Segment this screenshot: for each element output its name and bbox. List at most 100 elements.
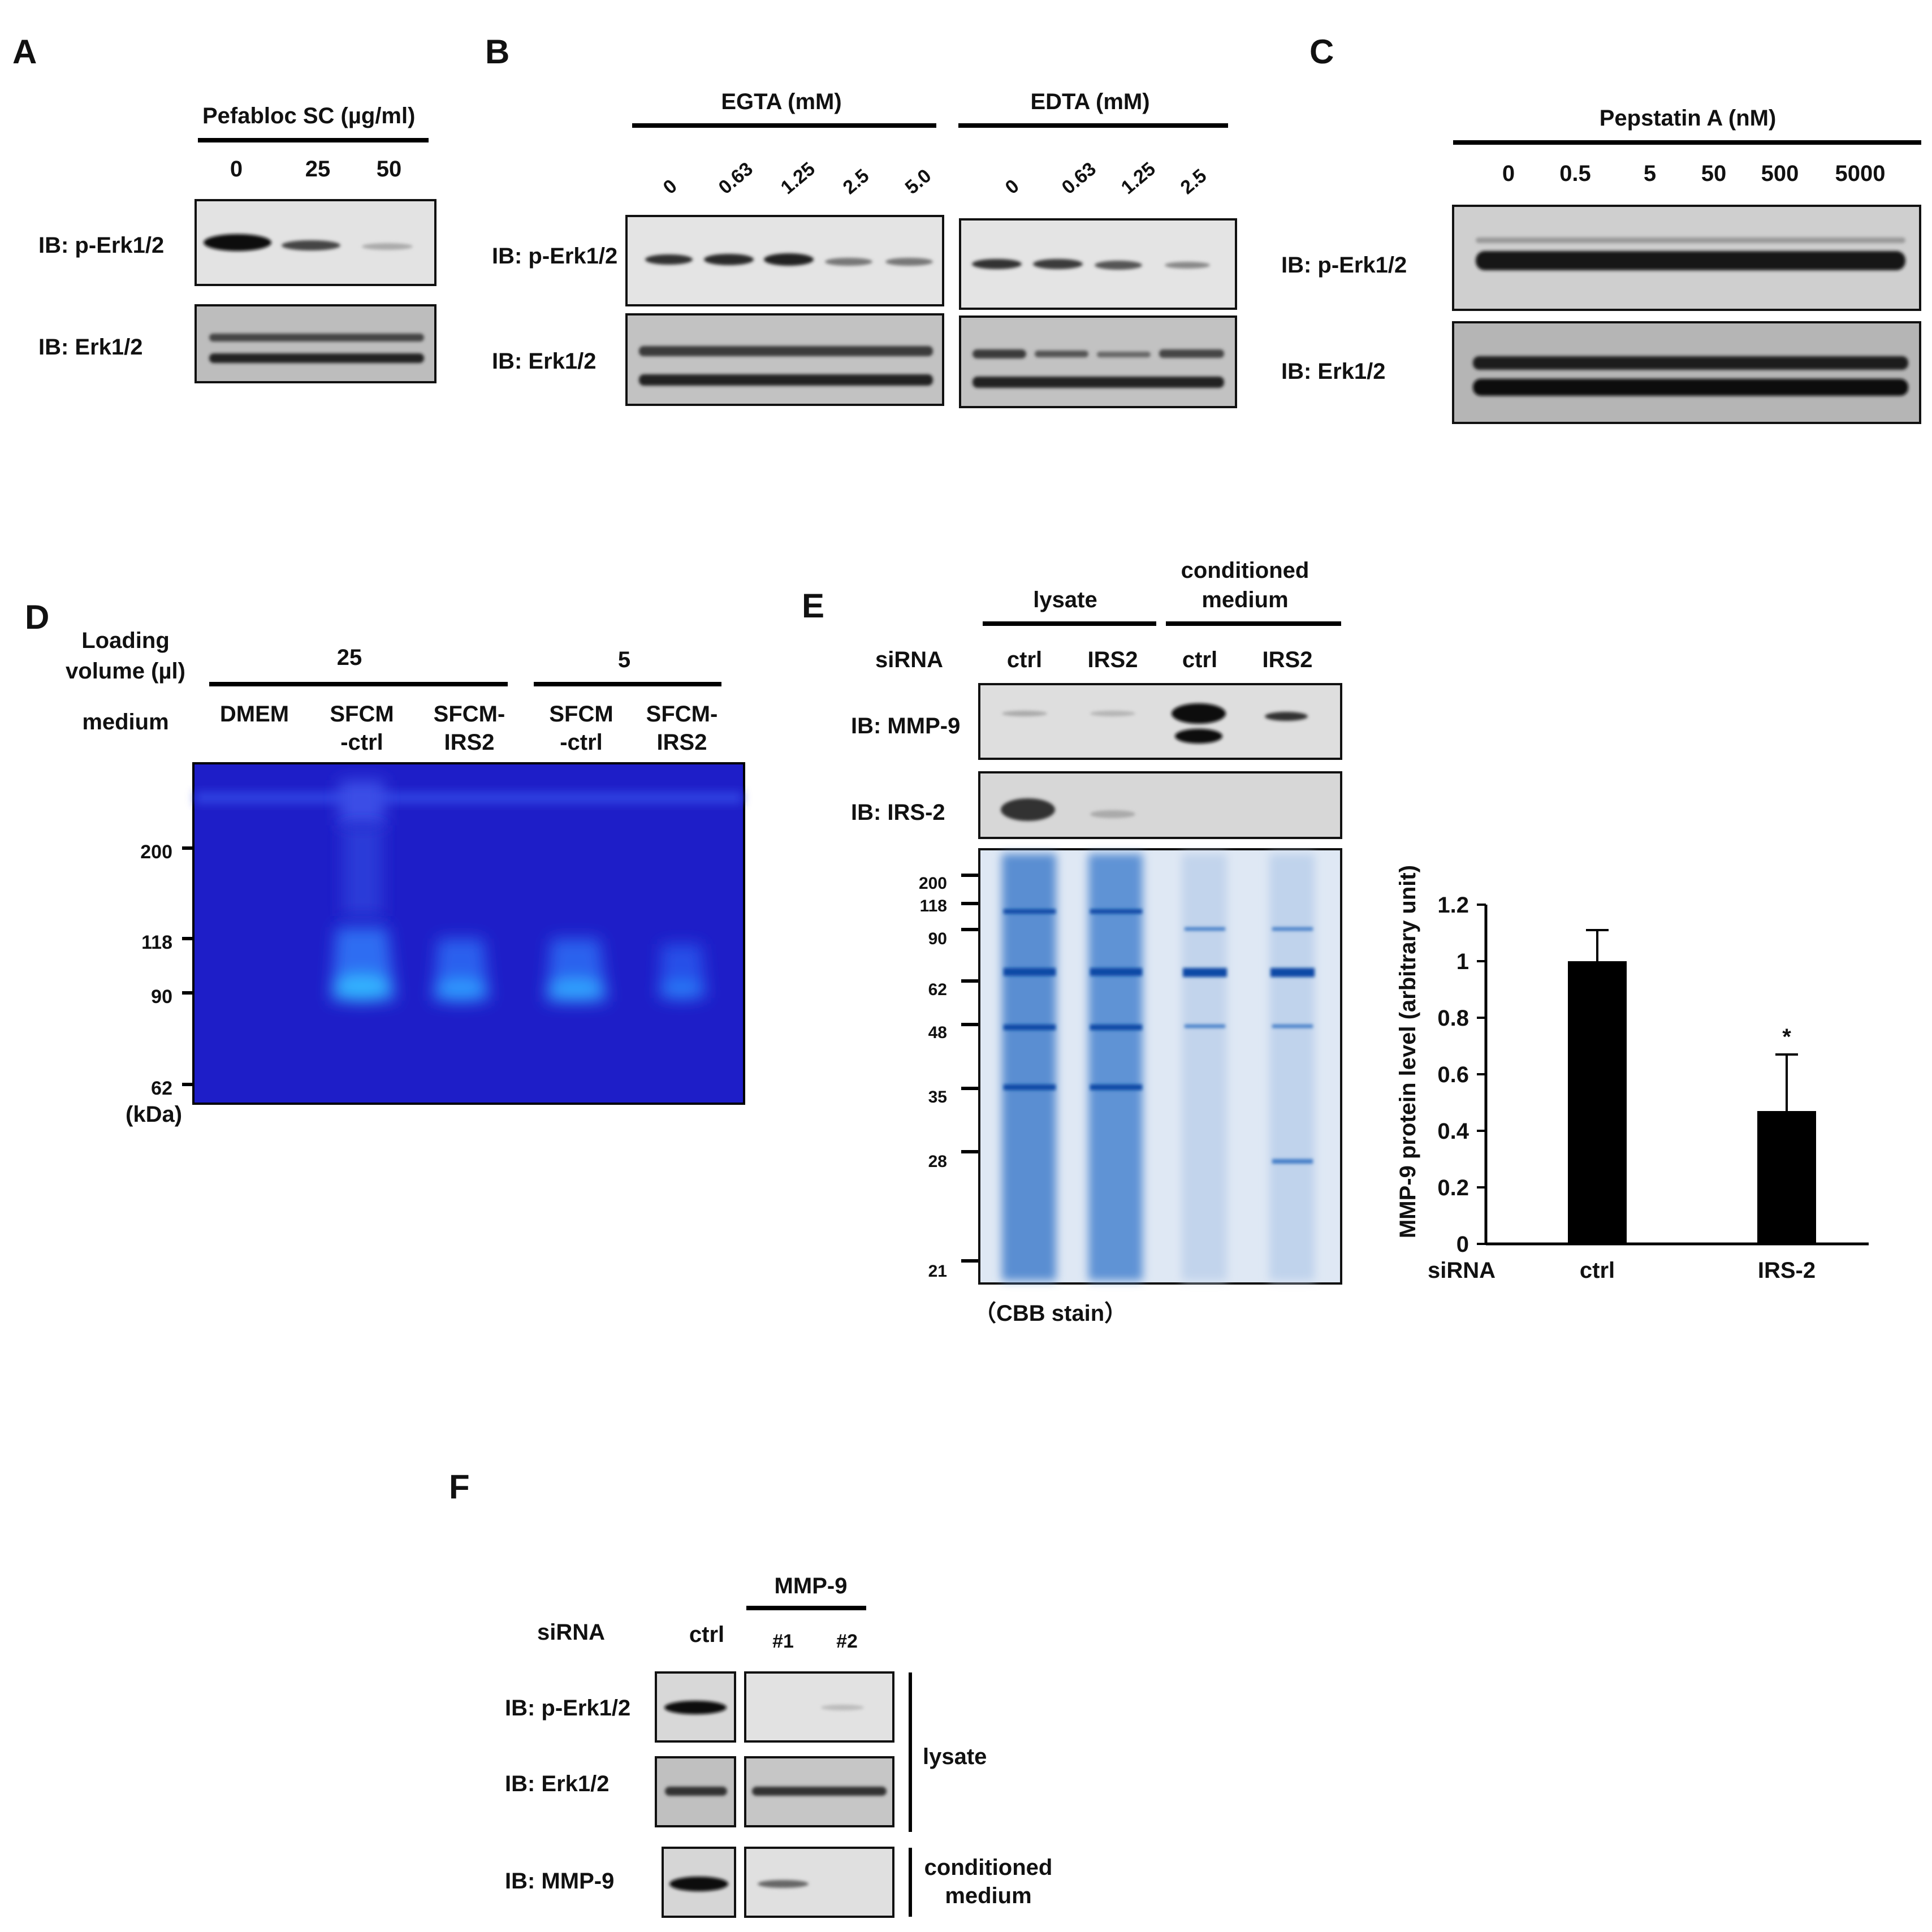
panel-e-cbb-marker-21: 21 [928,1262,947,1281]
panel-d-group-5: 5 [618,647,630,672]
panel-letter-c: C [1309,33,1334,71]
panel-b-egta-blot-perk [625,215,944,306]
panel-e-lane-3: IRS2 [1263,647,1313,672]
panel-d-lane-2-a: SFCM- [434,702,505,727]
panel-f-blot-perk [655,1671,894,1743]
panel-d-lane-1-b: -ctrl [340,730,383,755]
panel-d-lane-3-b: -ctrl [560,730,603,755]
panel-e-group-cm-2: medium [1201,587,1288,612]
chart-y-axis-label: MMP-9 protein level (arbitrary unit) [1395,865,1420,1238]
panel-a-blot-label-perk: IB: p-Erk1/2 [38,233,164,258]
panel-d-lane-4-a: SFCM- [646,702,718,727]
chart-category-label: ctrl [1580,1258,1615,1283]
panel-f-lane-2: #2 [836,1631,858,1652]
panel-f-lane-1: #1 [772,1631,794,1652]
panel-d-loading-label-2: volume (µl) [66,659,185,684]
panel-b-edta-lane-3: 2.5 [1177,165,1211,198]
chart-y-tick-label: 0.6 [1437,1062,1469,1087]
panel-d-lane-2-b: IRS2 [444,730,495,755]
panel-b-edta-blot-perk [959,218,1237,310]
chart-significance-marker: * [1782,1025,1791,1049]
panel-b-egta-lane-0: 0 [659,175,681,198]
panel-e-cbb-marker-48: 48 [928,1023,947,1042]
panel-c-blot-perk [1452,205,1921,311]
panel-e-cbb-marker-28: 28 [928,1152,947,1171]
panel-b-egta-lane-4: 5.0 [901,165,936,198]
panel-d-lane-4-b: IRS2 [657,730,707,755]
panel-a-lane-1: 25 [305,157,331,181]
panel-e-lane-1: IRS2 [1088,647,1138,672]
chart-category-label: IRS-2 [1758,1258,1816,1283]
chart-y-tick-label: 0.4 [1437,1119,1469,1144]
panel-b-blot-label-perk: IB: p-Erk1/2 [492,244,617,269]
panel-b-edta-lane-0: 0 [1001,175,1023,198]
panel-c-blot-label-perk: IB: p-Erk1/2 [1281,253,1407,278]
panel-e-cbb-marker-90: 90 [928,930,947,948]
panel-b-egta-header: EGTA (mM) [721,89,841,114]
panel-f-blot-erk [655,1756,894,1827]
chart-y-tick-label: 1.2 [1437,893,1469,918]
panel-d-medium-label: medium [82,710,168,734]
panel-e-cbb-marker-200: 200 [919,874,947,893]
chart-y-tick-label: 1 [1456,949,1469,974]
panel-b-edta-lane-2: 1.25 [1117,158,1160,198]
panel-e-blot-label-irs2: IB: IRS-2 [851,800,945,825]
panel-c-lane-5: 5000 [1835,161,1886,186]
panel-b-edta-blot-erk [959,315,1237,408]
panel-f-blot-label-erk: IB: Erk1/2 [505,1771,610,1796]
panel-e-cbb-marker-62: 62 [928,980,947,999]
panel-d-group-25: 25 [337,645,362,670]
panel-b-edta-lane-1: 0.63 [1058,158,1100,198]
panel-f-sirna-label: siRNA [537,1620,605,1645]
panel-b-blot-label-erk: IB: Erk1/2 [492,349,597,374]
panel-f-blot-label-perk: IB: p-Erk1/2 [505,1696,630,1721]
chart-y-tick-label: 0.8 [1437,1006,1469,1031]
panel-e-cbb-marker-118: 118 [920,897,947,915]
panel-e-blot-label-mmp9: IB: MMP-9 [851,714,960,738]
panel-a-header: Pefabloc SC (µg/ml) [202,103,415,128]
panel-f-blot-label-mmp9: IB: MMP-9 [505,1869,614,1894]
panel-e-blot-irs2 [978,771,1342,839]
panel-letter-a: A [12,33,37,71]
panel-c-lane-4: 500 [1761,161,1799,186]
panel-e-cbb-caption: （CBB stain） [974,1301,1127,1326]
panel-c-lane-2: 5 [1644,161,1656,186]
panel-d-markers [182,846,193,1086]
panel-d-marker-90: 90 [151,986,172,1008]
panel-a-blot-perk [195,199,436,286]
panel-f-bracket-lysate: lysate [923,1744,987,1769]
panel-d-zymogram-gel [192,762,745,1105]
panel-d-marker-62: 62 [151,1078,172,1099]
panel-a-blot-erk [195,304,436,383]
panel-e-sirna-label: siRNA [875,647,943,672]
panel-f-bracket-cm-1: conditioned [924,1855,1053,1880]
panel-a-lane-2: 50 [377,157,402,181]
panel-b-egta-lane-2: 1.25 [777,158,819,198]
panel-e-cbb-gel [961,848,1342,1285]
panel-e-cbb-marker-ticks [961,874,978,1263]
panel-e-blot-mmp9 [978,683,1342,760]
panel-a-lane-0: 0 [230,157,243,181]
panel-e-group-cm-1: conditioned [1181,558,1309,583]
panel-d-lane-1-a: SFCM [330,702,394,727]
panel-b-edta-header: EDTA (mM) [1030,89,1149,114]
panel-d-lane-3-a: SFCM [549,702,613,727]
panel-b-egta-lane-1: 0.63 [715,158,757,198]
panel-d-marker-118: 118 [141,932,172,953]
panel-a-blot-label-erk: IB: Erk1/2 [38,335,143,360]
chart-bar [1757,1111,1816,1244]
panel-c-lane-1: 0.5 [1559,161,1591,186]
panel-d-marker-200: 200 [140,841,172,863]
chart-bar [1568,961,1627,1244]
panel-letter-e: E [802,587,824,625]
panel-c-header: Pepstatin A (nM) [1600,106,1777,131]
panel-b-egta-lane-3: 2.5 [839,165,874,198]
panel-b-egta-blot-erk [625,313,944,406]
chart-y-tick-label: 0 [1456,1232,1469,1257]
panel-letter-f: F [449,1468,470,1506]
panel-d-loading-label-1: Loading [81,628,170,653]
panel-f-group-header: MMP-9 [775,1574,848,1598]
panel-e-cbb-marker-35: 35 [928,1088,947,1107]
panel-f-lane-0: ctrl [689,1622,724,1647]
